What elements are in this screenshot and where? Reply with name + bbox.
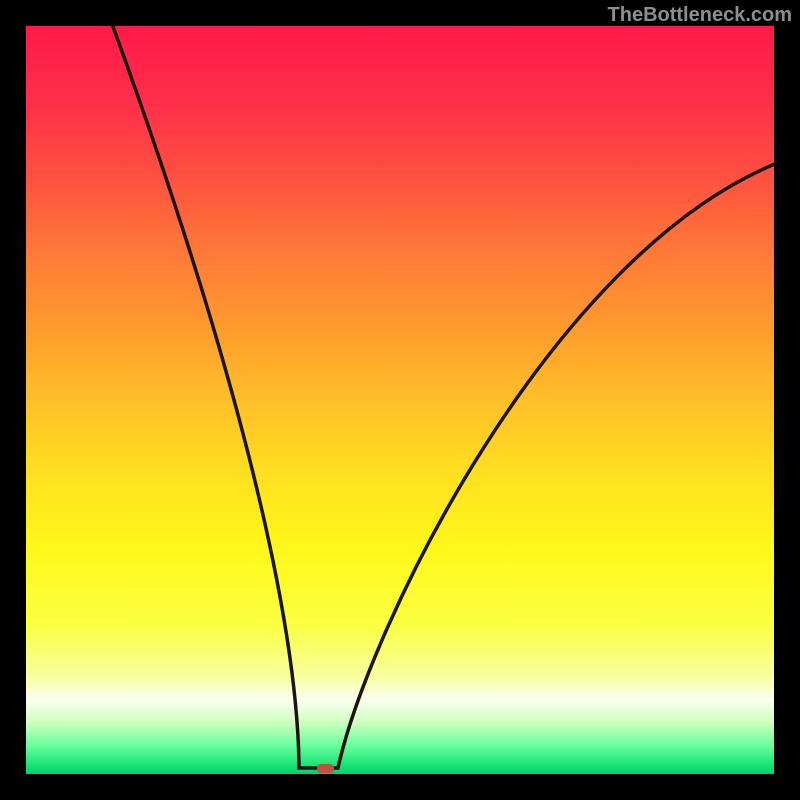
plot-area [26,26,774,774]
optimal-marker [317,764,334,773]
bottleneck-curve [113,26,774,768]
chart-container: TheBottleneck.com [0,0,800,800]
curve-layer [26,26,774,774]
watermark-text: TheBottleneck.com [608,4,792,26]
watermark: TheBottleneck.com [608,4,792,27]
